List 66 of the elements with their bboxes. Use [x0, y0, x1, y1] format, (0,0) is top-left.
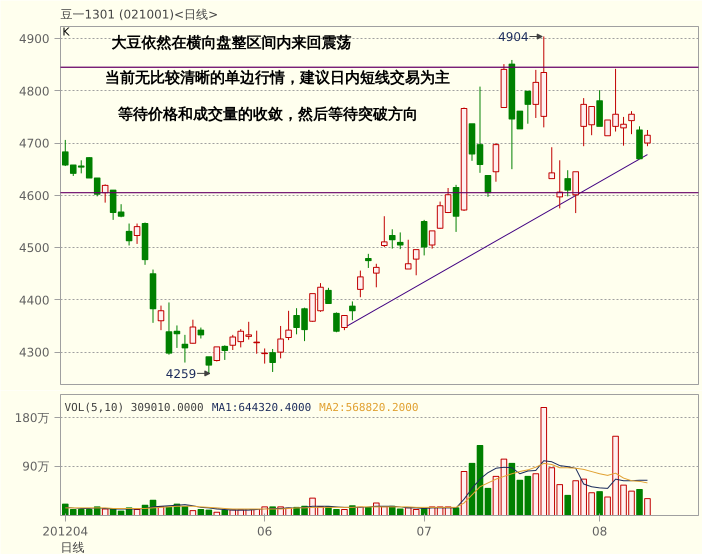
candlestick — [221, 344, 228, 360]
bar — [460, 471, 468, 516]
x-tick-label: 07 — [416, 524, 432, 538]
x-axis-title: 日线 — [60, 540, 84, 554]
candlestick — [404, 239, 412, 270]
candlestick — [126, 223, 132, 246]
y-tick-label: 4800 — [18, 84, 50, 98]
candlestick — [214, 346, 220, 362]
annotation: K — [62, 25, 70, 38]
y-tick-label: 4700 — [18, 136, 50, 151]
candlestick — [333, 312, 340, 333]
annotation: 大豆依然在横向盘整区间内来回震荡 — [112, 34, 352, 52]
candlestick — [341, 315, 348, 331]
x-tick-label: 08 — [592, 524, 608, 538]
y-tick-label: 180万 — [14, 410, 50, 425]
annotation: 当前无比较清晰的单边行情，建议日内短线交易为主 — [105, 68, 450, 87]
candlestick — [261, 348, 268, 364]
candlestick — [269, 348, 276, 372]
candlestick — [548, 146, 556, 180]
y-tick-label: 4500 — [18, 241, 50, 256]
candlestick — [190, 319, 196, 344]
y-tick-label: 4400 — [18, 293, 50, 308]
x-tick-label: 06 — [257, 524, 272, 538]
bar — [564, 494, 571, 516]
text: VOL(5,10) 309010.0000 — [64, 401, 204, 414]
candlestick — [380, 216, 388, 248]
candlestick — [564, 170, 571, 197]
annotation: 4259 — [166, 366, 196, 381]
candlestick — [484, 174, 492, 198]
candlestick — [373, 263, 380, 288]
candlestick — [428, 230, 436, 250]
candlestick — [396, 232, 404, 250]
candlestick — [325, 287, 332, 305]
bar — [644, 498, 651, 516]
bar — [596, 491, 603, 516]
y-tick-label: 4900 — [18, 32, 50, 46]
candlestick — [365, 253, 372, 268]
candlestick — [134, 223, 140, 244]
candlestick — [198, 327, 204, 340]
candlestick — [349, 300, 356, 321]
candlestick — [628, 110, 635, 135]
candlestick — [158, 305, 164, 331]
candlestick — [285, 310, 292, 341]
candlestick — [388, 228, 396, 250]
bar — [341, 509, 348, 516]
annotation: 等待价格和成交量的收敛，然后等待突破方向 — [116, 104, 418, 123]
y-tick-label: 4600 — [18, 188, 50, 203]
candlestick — [253, 330, 260, 354]
chart-title: 豆一1301 (021001)<日线> — [60, 8, 218, 22]
bar — [190, 510, 196, 516]
bar — [636, 488, 643, 516]
x-tick-label: 201204 — [42, 524, 88, 538]
candlestick — [572, 171, 579, 214]
text: MA1:644320.4000 — [212, 401, 312, 414]
y-tick-label: 4300 — [18, 346, 50, 360]
candlestick — [206, 356, 212, 374]
candlestick — [644, 129, 651, 147]
candlestick — [182, 334, 188, 364]
y-tick-label: 90万 — [22, 460, 50, 474]
annotation: 4904 — [498, 30, 529, 44]
bar — [214, 512, 220, 516]
candlestick — [412, 249, 420, 276]
candlestick — [277, 325, 284, 359]
text: MA2:568820.2000 — [319, 401, 418, 414]
candlestick — [524, 90, 532, 124]
candlestick — [357, 270, 364, 298]
